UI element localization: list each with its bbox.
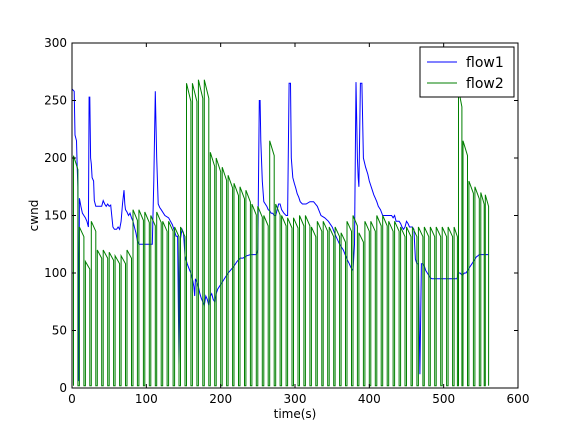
- legend-label-flow1: flow1: [466, 55, 504, 71]
- legend: flow1 flow2: [419, 46, 515, 98]
- y-tick-label: 150: [44, 209, 67, 223]
- y-tick-label: 0: [59, 381, 67, 395]
- x-tick-label: 100: [135, 392, 158, 406]
- series-line-flow1: [71, 82, 489, 382]
- y-axis-label: cwnd: [27, 200, 41, 232]
- y-tick-label: 250: [44, 94, 67, 108]
- y-tick-label: 100: [44, 266, 67, 280]
- legend-box: [419, 46, 515, 98]
- x-tick-label: 0: [68, 392, 76, 406]
- x-tick-label: 600: [507, 392, 530, 406]
- y-tick-label: 200: [44, 151, 67, 165]
- series-layer: [71, 79, 490, 387]
- x-tick-label: 200: [209, 392, 232, 406]
- x-axis-label: time(s): [274, 407, 317, 421]
- legend-label-flow2: flow2: [466, 76, 504, 92]
- y-tick-label: 50: [52, 324, 67, 338]
- x-tick-label: 300: [284, 392, 307, 406]
- y-tick-label: 300: [44, 36, 67, 50]
- plot-area: 0 100 200 300 400 500 600 0 50 100 150 200 250 300: [44, 36, 529, 406]
- x-tick-label: 500: [432, 392, 455, 406]
- x-tick-label: 400: [358, 392, 381, 406]
- series-line-flow2: [73, 79, 490, 387]
- ticks-layer: 0 100 200 300 400 500 600 0 50 100 150 200 250 300: [44, 36, 529, 406]
